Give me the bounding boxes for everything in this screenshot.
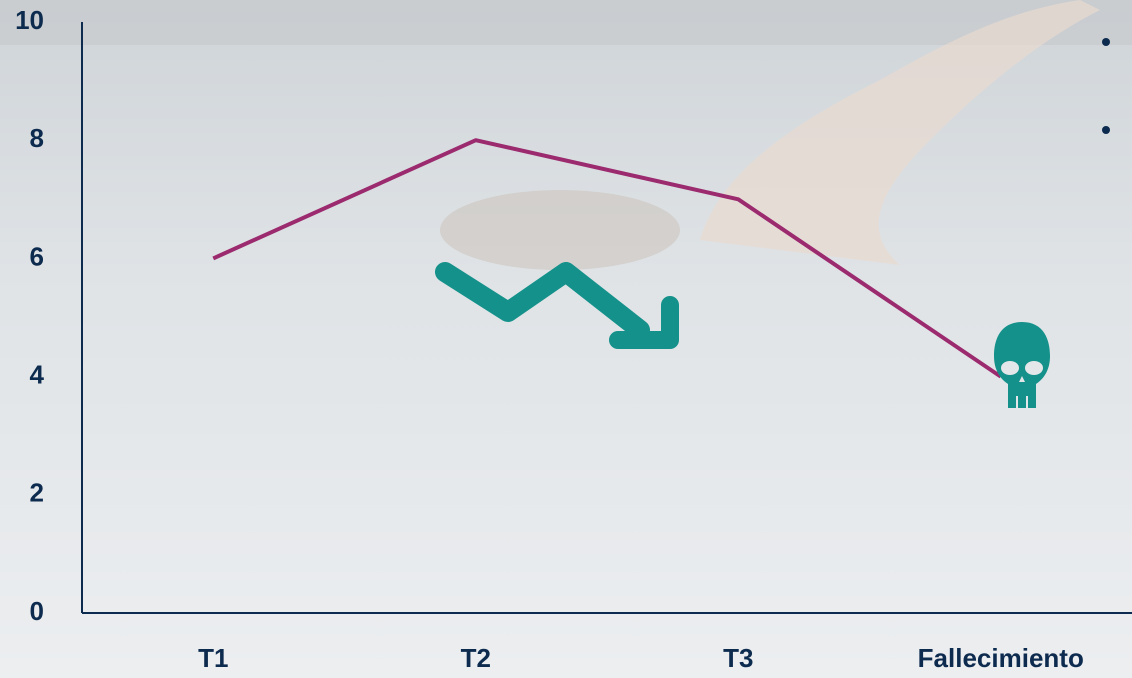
background-band [0,0,1132,45]
swimmer-arm [700,0,1100,265]
y-tick-label: 2 [30,478,44,508]
x-tick-label: T3 [723,643,753,673]
y-tick-label: 0 [30,596,44,626]
x-tick-label: T2 [461,643,491,673]
trend-arrow-icon [435,262,679,349]
zigzag [435,262,650,340]
swimmer-head [440,190,680,270]
bullet [1102,38,1110,46]
skull-icon [994,322,1050,408]
line [212,138,1002,379]
y-tick-label: 8 [30,123,44,153]
bullet [1102,126,1110,134]
x-tick-label: Fallecimiento [918,643,1084,673]
arrow-head [609,296,679,349]
skull-nose [1019,376,1025,382]
skull-eye [1001,361,1019,375]
skull-eye [1025,361,1043,375]
x-tick-label: T1 [198,643,228,673]
y-tick-label: 6 [30,241,44,271]
y-tick-label: 4 [30,359,45,389]
y-tick-label: 10 [15,5,44,35]
skull [994,322,1050,408]
